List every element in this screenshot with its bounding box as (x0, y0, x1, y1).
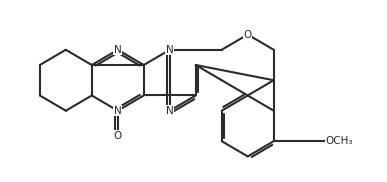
Text: OCH₃: OCH₃ (326, 136, 353, 146)
Text: N: N (166, 106, 174, 116)
Text: N: N (114, 106, 122, 116)
Text: N: N (114, 45, 122, 55)
Text: N: N (166, 45, 174, 55)
Text: O: O (114, 131, 122, 141)
Text: O: O (243, 29, 252, 39)
